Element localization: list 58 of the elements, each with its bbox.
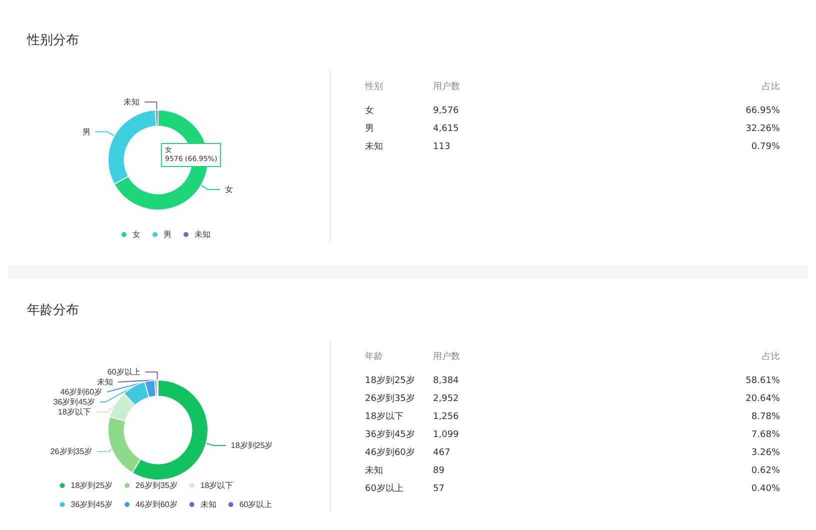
text: 60岁以上 bbox=[365, 482, 404, 496]
legend-label: 60岁以上 bbox=[239, 500, 272, 509]
text: 8.78% bbox=[751, 411, 780, 424]
chart-title: 年龄分布 bbox=[27, 302, 79, 317]
text: 26岁到35岁 bbox=[365, 392, 415, 406]
text: 年龄 bbox=[365, 350, 383, 364]
text: 36岁到45岁 bbox=[365, 428, 415, 442]
text: 0.79% bbox=[751, 141, 780, 154]
text: 1,099 bbox=[433, 429, 459, 442]
legend-label: 46岁到60岁 bbox=[136, 500, 178, 509]
text: 113 bbox=[433, 141, 450, 154]
text: 用户数 bbox=[433, 350, 460, 364]
text: 占比 bbox=[762, 80, 780, 94]
slice-label: 女 bbox=[224, 184, 233, 194]
text: 占比 bbox=[762, 350, 780, 364]
slice-label: 未知 bbox=[124, 98, 140, 107]
legend-label: 男 bbox=[164, 230, 172, 239]
text: 7.68% bbox=[751, 429, 780, 442]
text: 20.64% bbox=[746, 393, 780, 406]
slice-label: 36岁到45岁 bbox=[53, 398, 96, 407]
text: 0.62% bbox=[751, 465, 780, 478]
legend-label: 女 bbox=[132, 230, 140, 239]
text: 性别 bbox=[365, 80, 383, 94]
legend-label: 未知 bbox=[194, 230, 210, 239]
slice-label: 60岁以上 bbox=[107, 368, 140, 377]
chart-title: 性别分布 bbox=[26, 32, 79, 47]
legend-label: 18岁以下 bbox=[200, 481, 234, 490]
text: 4,615 bbox=[433, 123, 459, 136]
slice-label: 46岁到60岁 bbox=[60, 388, 102, 397]
slice-label: 26岁到35岁 bbox=[50, 447, 92, 456]
text: 未知 bbox=[365, 140, 383, 154]
text: 18岁到25岁 bbox=[365, 374, 415, 388]
text: 89 bbox=[433, 465, 444, 478]
text: 8,384 bbox=[433, 375, 459, 388]
text: 58.61% bbox=[746, 375, 780, 388]
legend-label: 36岁到45岁 bbox=[70, 500, 113, 509]
text: 2,952 bbox=[433, 393, 459, 406]
slice-label: 男 bbox=[82, 127, 90, 136]
text: 0.40% bbox=[751, 483, 780, 496]
text: 32.26% bbox=[746, 123, 780, 136]
legend-label: 18岁到25岁 bbox=[70, 481, 113, 490]
text: 用户数 bbox=[433, 80, 460, 94]
legend-label: 26岁到35岁 bbox=[136, 481, 178, 490]
text: 3.26% bbox=[751, 447, 780, 460]
slice-label: 未知 bbox=[97, 378, 114, 387]
slice-label: 18岁以下 bbox=[58, 408, 91, 417]
legend-label: 未知 bbox=[200, 500, 216, 509]
text: 1,256 bbox=[433, 411, 459, 424]
text: 46岁到60岁 bbox=[365, 446, 415, 460]
text: 57 bbox=[433, 483, 444, 496]
slice-label: 18岁到25岁 bbox=[230, 441, 273, 450]
text: 66.95% bbox=[746, 105, 780, 118]
text: 467 bbox=[433, 447, 450, 460]
text: 男 bbox=[365, 122, 374, 136]
text: 女 bbox=[365, 104, 374, 118]
text: 未知 bbox=[365, 464, 383, 478]
text: 18岁以下 bbox=[365, 410, 404, 424]
text: 9,576 bbox=[433, 105, 459, 118]
